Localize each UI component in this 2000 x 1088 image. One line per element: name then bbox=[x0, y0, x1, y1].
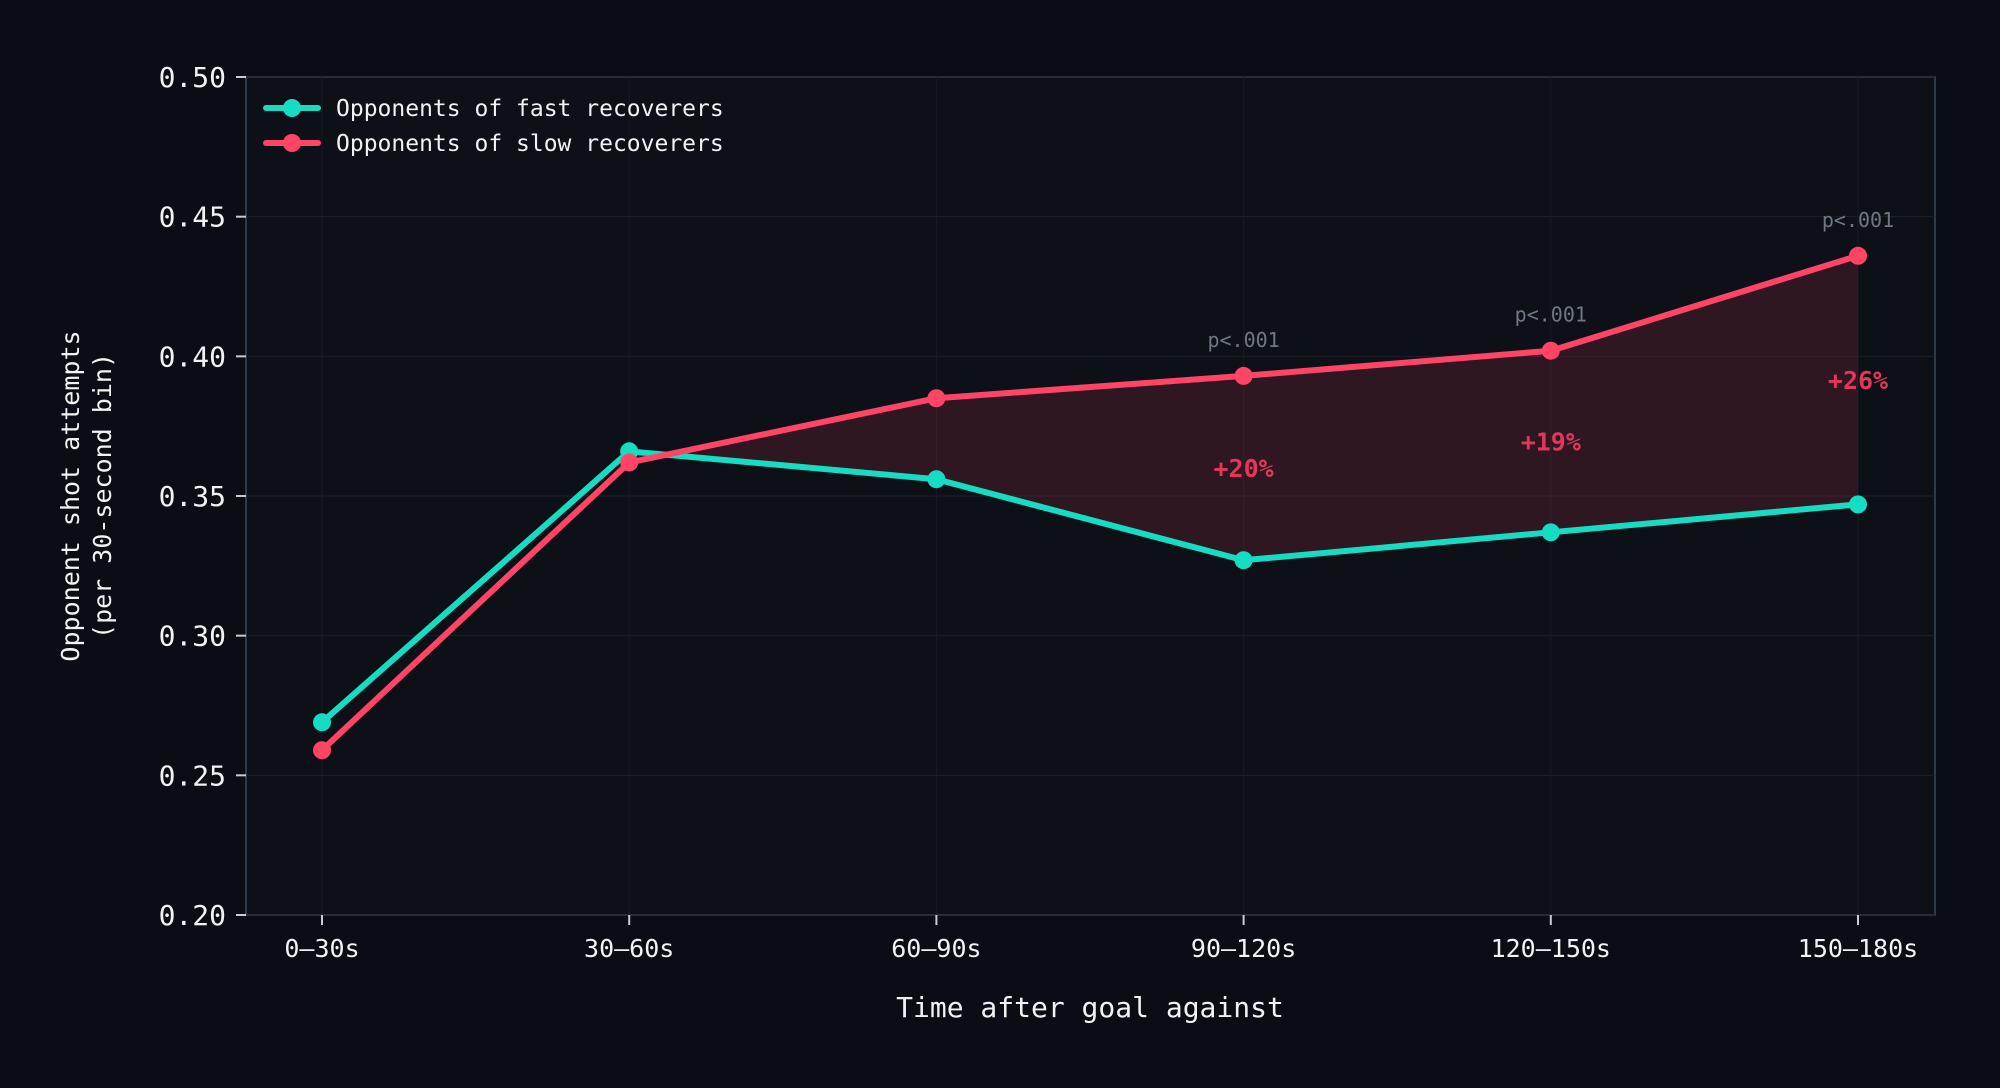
percent-diff-label: +19% bbox=[1521, 428, 1581, 457]
data-point bbox=[313, 741, 331, 760]
series-line bbox=[319, 448, 1861, 726]
series-layer bbox=[313, 246, 1867, 760]
legend-marker-fast bbox=[283, 99, 301, 117]
x-tick-label: 120–150s bbox=[1491, 934, 1611, 963]
y-tick-label: 0.30 bbox=[159, 620, 226, 653]
percent-diff-label: +26% bbox=[1828, 366, 1888, 395]
legend: Opponents of fast recoverers Opponents o… bbox=[263, 96, 724, 157]
data-point bbox=[1849, 495, 1867, 514]
gap-shaded-area bbox=[629, 255, 1859, 561]
p-value-label: p<.001 bbox=[1207, 328, 1279, 352]
legend-label-fast: Opponents of fast recoverers bbox=[336, 96, 724, 122]
y-tick-label: 0.45 bbox=[159, 201, 226, 234]
x-axis: 0–30s 30–60s 60–90s 90–120s 120–150s 150–180s bbox=[284, 915, 1918, 963]
series-line bbox=[319, 252, 1861, 754]
x-axis-label: Time after goal against bbox=[896, 991, 1284, 1024]
data-point bbox=[927, 470, 946, 489]
percent-diff-label: +20% bbox=[1213, 454, 1273, 483]
data-point bbox=[1849, 246, 1867, 265]
x-tick-label: 60–90s bbox=[891, 934, 981, 963]
y-tick-label: 0.50 bbox=[159, 61, 226, 94]
y-tick-label: 0.35 bbox=[159, 480, 226, 513]
x-tick-label: 150–180s bbox=[1798, 934, 1918, 963]
annotation-layer: p<.001 +20% p<.001 +19% p<.001 +26% bbox=[1207, 208, 1894, 483]
y-axis-label-unit: (per 30-second bin) bbox=[88, 353, 117, 639]
x-tick-label: 0–30s bbox=[284, 934, 359, 963]
data-point bbox=[1541, 341, 1560, 360]
y-tick-label: 0.20 bbox=[159, 899, 226, 932]
p-value-label: p<.001 bbox=[1515, 303, 1587, 327]
legend-label-slow: Opponents of slow recoverers bbox=[336, 131, 724, 157]
data-point bbox=[1541, 523, 1560, 542]
x-tick-label: 30–60s bbox=[584, 934, 674, 963]
p-value-label: p<.001 bbox=[1822, 208, 1894, 232]
data-point bbox=[1234, 551, 1253, 570]
y-axis-label: Opponent shot attempts bbox=[56, 330, 85, 661]
data-point bbox=[313, 713, 331, 732]
x-tick-label: 90–120s bbox=[1191, 934, 1296, 963]
data-point bbox=[620, 453, 639, 472]
y-axis: 0.20 0.25 0.30 0.35 0.40 0.45 0.50 bbox=[159, 61, 246, 932]
data-point bbox=[1234, 366, 1253, 385]
data-point bbox=[927, 389, 946, 408]
grid-lines bbox=[246, 76, 1935, 916]
legend-marker-slow bbox=[283, 134, 301, 152]
y-tick-label: 0.40 bbox=[159, 340, 226, 373]
y-tick-label: 0.25 bbox=[159, 759, 226, 792]
series-slow bbox=[313, 246, 1867, 760]
